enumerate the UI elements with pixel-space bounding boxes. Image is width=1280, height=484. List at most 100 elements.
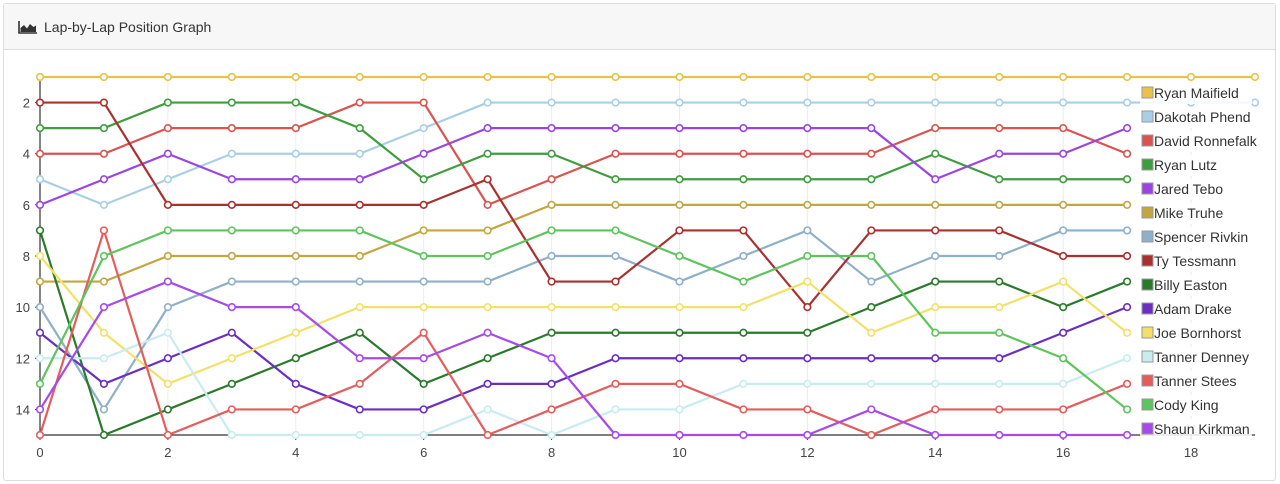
data-point[interactable]	[99, 379, 109, 388]
data-point[interactable]	[1123, 405, 1132, 414]
data-point[interactable]	[675, 405, 684, 414]
data-point[interactable]	[1123, 251, 1132, 261]
data-point[interactable]	[291, 405, 300, 414]
data-point[interactable]	[611, 354, 620, 363]
data-point[interactable]	[355, 354, 364, 363]
data-point[interactable]	[867, 200, 876, 209]
data-point[interactable]	[1123, 328, 1132, 337]
data-point[interactable]	[1123, 303, 1132, 312]
data-point[interactable]	[995, 200, 1004, 209]
data-point[interactable]	[547, 303, 556, 312]
data-point[interactable]	[483, 149, 492, 158]
data-point[interactable]	[547, 251, 556, 261]
data-point[interactable]	[227, 251, 236, 261]
data-point[interactable]	[739, 277, 748, 286]
data-point[interactable]	[163, 72, 172, 82]
data-point[interactable]	[803, 430, 812, 440]
data-point[interactable]	[995, 251, 1004, 261]
data-point[interactable]	[1123, 379, 1132, 388]
data-point[interactable]	[675, 226, 684, 235]
data-point[interactable]	[163, 226, 172, 235]
data-point[interactable]	[483, 124, 492, 133]
data-point[interactable]	[1059, 226, 1068, 235]
data-point[interactable]	[1059, 379, 1068, 388]
data-point[interactable]	[931, 200, 940, 209]
data-point[interactable]	[739, 328, 748, 337]
data-point[interactable]	[291, 251, 300, 261]
data-point[interactable]	[99, 98, 109, 107]
data-point[interactable]	[291, 124, 300, 133]
data-point[interactable]	[611, 405, 620, 414]
data-point[interactable]	[803, 405, 812, 414]
data-point[interactable]	[163, 149, 172, 158]
data-point[interactable]	[227, 405, 236, 414]
data-point[interactable]	[163, 175, 172, 184]
data-point[interactable]	[739, 149, 748, 158]
data-point[interactable]	[675, 430, 684, 440]
data-point[interactable]	[1059, 200, 1068, 209]
data-point[interactable]	[35, 328, 45, 337]
data-point[interactable]	[35, 175, 45, 184]
legend-item[interactable]: Shaun Kirkman	[1140, 419, 1252, 440]
data-point[interactable]	[291, 149, 300, 158]
data-point[interactable]	[483, 98, 492, 107]
data-point[interactable]	[355, 251, 364, 261]
data-point[interactable]	[355, 149, 364, 158]
data-point[interactable]	[931, 277, 940, 286]
data-point[interactable]	[419, 328, 428, 337]
data-point[interactable]	[35, 72, 45, 82]
data-point[interactable]	[291, 175, 300, 184]
data-point[interactable]	[1123, 149, 1132, 158]
data-point[interactable]	[483, 226, 492, 235]
data-point[interactable]	[675, 303, 684, 312]
legend-item[interactable]: Jared Tebo	[1140, 179, 1252, 200]
data-point[interactable]	[931, 303, 940, 312]
data-point[interactable]	[1059, 328, 1068, 337]
data-point[interactable]	[355, 277, 364, 286]
legend-item[interactable]: Joe Bornhorst	[1140, 323, 1252, 344]
data-point[interactable]	[35, 354, 45, 363]
data-point[interactable]	[35, 379, 45, 388]
data-point[interactable]	[675, 328, 684, 337]
data-point[interactable]	[227, 98, 236, 107]
data-point[interactable]	[163, 251, 172, 261]
data-point[interactable]	[35, 405, 45, 414]
data-point[interactable]	[739, 405, 748, 414]
data-point[interactable]	[291, 226, 300, 235]
legend-item[interactable]: Ryan Lutz	[1140, 155, 1252, 176]
data-point[interactable]	[355, 405, 364, 414]
data-point[interactable]	[1059, 354, 1068, 363]
data-point[interactable]	[163, 354, 172, 363]
data-point[interactable]	[803, 124, 812, 133]
data-point[interactable]	[675, 175, 684, 184]
data-point[interactable]	[227, 124, 236, 133]
data-point[interactable]	[483, 354, 492, 363]
data-point[interactable]	[931, 175, 940, 184]
data-point[interactable]	[419, 430, 428, 440]
data-point[interactable]	[355, 200, 364, 209]
data-point[interactable]	[1059, 175, 1068, 184]
data-point[interactable]	[867, 251, 876, 261]
data-point[interactable]	[547, 430, 556, 440]
data-point[interactable]	[291, 98, 300, 107]
data-point[interactable]	[35, 251, 45, 261]
data-point[interactable]	[931, 72, 940, 82]
data-point[interactable]	[803, 98, 812, 107]
data-point[interactable]	[1250, 72, 1260, 82]
data-point[interactable]	[1059, 277, 1068, 286]
data-point[interactable]	[355, 430, 364, 440]
data-point[interactable]	[483, 251, 492, 261]
data-point[interactable]	[995, 405, 1004, 414]
data-point[interactable]	[803, 354, 812, 363]
legend-item[interactable]: Ryan Maifield	[1140, 83, 1252, 104]
data-point[interactable]	[163, 379, 172, 388]
data-point[interactable]	[1059, 430, 1068, 440]
data-point[interactable]	[291, 430, 300, 440]
data-point[interactable]	[611, 124, 620, 133]
data-point[interactable]	[675, 72, 684, 82]
data-point[interactable]	[163, 98, 172, 107]
legend-item[interactable]: Tanner Stees	[1140, 371, 1252, 392]
data-point[interactable]	[291, 354, 300, 363]
data-point[interactable]	[419, 226, 428, 235]
data-point[interactable]	[867, 72, 876, 82]
